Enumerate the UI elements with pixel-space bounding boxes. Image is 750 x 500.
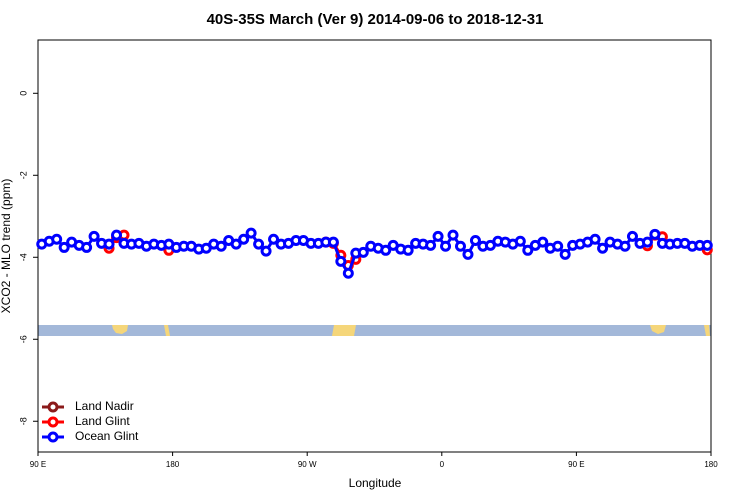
data-point: [51, 233, 63, 245]
y-tick-label: -8: [18, 417, 28, 425]
data-point: [253, 238, 265, 250]
legend-marker: [47, 416, 59, 428]
data-point: [380, 244, 392, 256]
land-blob: [704, 325, 710, 336]
data-point: [432, 230, 444, 242]
land-blob: [332, 325, 356, 336]
x-tick-label: 90 W: [298, 460, 317, 469]
legend-label: Land Glint: [75, 414, 130, 428]
x-tick-label: 180: [166, 460, 180, 469]
data-point: [425, 239, 437, 251]
data-point: [649, 228, 661, 240]
land-blob: [650, 325, 666, 334]
map-strip: [38, 325, 711, 336]
data-point: [88, 230, 100, 242]
legend-marker: [47, 401, 59, 413]
y-axis-label: XCO2 - MLO trend (ppm): [0, 179, 13, 314]
ocean-strip: [38, 325, 711, 336]
data-point: [454, 240, 466, 252]
x-tick-label: 180: [704, 460, 718, 469]
data-point: [260, 245, 272, 257]
series: [36, 227, 713, 279]
data-point: [462, 248, 474, 260]
data-point: [58, 241, 70, 253]
data-point: [447, 229, 459, 241]
y-tick-label: -2: [18, 171, 28, 179]
data-point: [589, 233, 601, 245]
data-point: [597, 242, 609, 254]
data-point: [522, 244, 534, 256]
x-axis-label: Longitude: [349, 476, 402, 490]
data-point: [469, 234, 481, 246]
data-point: [342, 267, 354, 279]
y-tick-label: -4: [18, 253, 28, 261]
x-tick-label: 0: [440, 460, 445, 469]
legend-label: Land Nadir: [75, 399, 134, 413]
legend-label: Ocean Glint: [75, 429, 139, 443]
y-tick-label: 0: [18, 91, 28, 96]
x-tick-label: 90 E: [568, 460, 584, 469]
y-tick-label: -6: [18, 335, 28, 343]
data-point: [552, 240, 564, 252]
data-point: [626, 230, 638, 242]
legend-marker: [47, 431, 59, 443]
data-point: [327, 236, 339, 248]
data-point: [81, 241, 93, 253]
data-point: [111, 229, 123, 241]
data-point: [402, 244, 414, 256]
data-point: [268, 233, 280, 245]
land-blob: [112, 325, 128, 334]
data-point: [230, 238, 242, 250]
data-point: [357, 246, 369, 258]
data-point: [514, 235, 526, 247]
data-point: [559, 248, 571, 260]
data-point: [701, 239, 713, 251]
data-point: [103, 238, 115, 250]
x-tick-label: 90 E: [30, 460, 46, 469]
data-point: [245, 227, 257, 239]
data-point: [537, 236, 549, 248]
data-point: [215, 240, 227, 252]
data-point: [440, 240, 452, 252]
data-point: [238, 233, 250, 245]
data-point: [619, 240, 631, 252]
chart-title: 40S-35S March (Ver 9) 2014-09-06 to 2018…: [207, 11, 544, 28]
land-blob: [164, 325, 170, 336]
data-point: [641, 236, 653, 248]
data-point: [335, 255, 347, 267]
